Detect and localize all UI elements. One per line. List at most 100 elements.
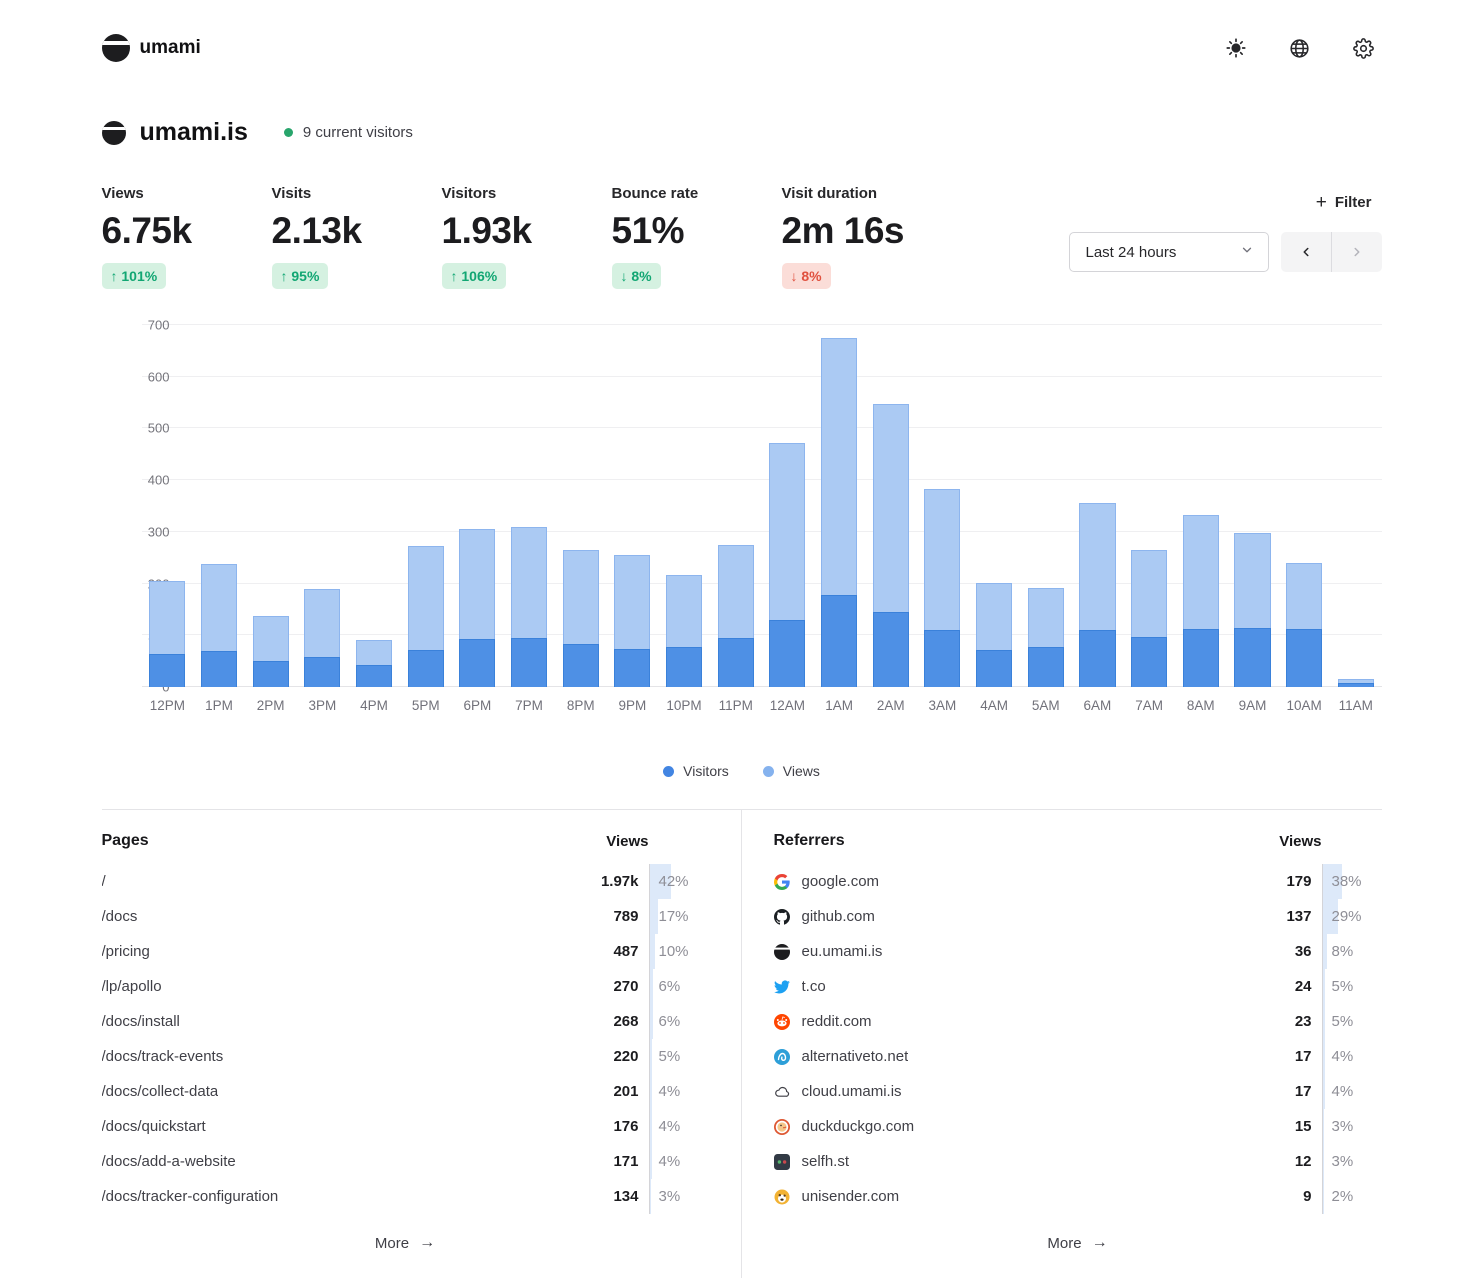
app-bar: umami: [101, 0, 1382, 66]
referrer-link[interactable]: eu.umami.is: [773, 943, 1242, 960]
gridline: [141, 686, 1382, 687]
x-axis-tick: 10AM: [1286, 698, 1322, 713]
referrer-link[interactable]: selfh.st: [773, 1153, 1242, 1170]
language-button[interactable]: [1282, 30, 1318, 66]
google-icon: [773, 873, 790, 890]
percent-fill-bar: [1322, 1074, 1325, 1109]
metric-label: Bounce rate: [611, 185, 699, 202]
next-period-button[interactable]: [1332, 232, 1382, 272]
referrer-link[interactable]: t.co: [773, 978, 1242, 995]
referrers-more-button[interactable]: More →: [774, 1234, 1382, 1252]
metrics-row: Views 6.75k ↑ 101% Visits 2.13k ↑ 95% Vi…: [101, 185, 1382, 289]
cloud-icon: [774, 1084, 790, 1100]
referrers-views-header: Views: [1279, 832, 1322, 850]
referrers-table: Referrers Views google.com 179 38% github.c…: [742, 810, 1382, 1278]
y-axis-tick: 400: [147, 472, 170, 488]
page-link[interactable]: /pricing: [102, 943, 569, 960]
referrer-link[interactable]: unisender.com: [774, 1188, 1242, 1205]
page-link[interactable]: /docs/tracker-configuration: [102, 1188, 569, 1205]
page-link[interactable]: /docs/add-a-website: [102, 1153, 569, 1170]
percent-fill-bar: [649, 1179, 652, 1214]
x-axis-tick: 11AM: [1338, 698, 1373, 713]
page-label: /lp/apollo: [101, 978, 162, 995]
page-link[interactable]: /docs/collect-data: [102, 1083, 569, 1100]
visitors-bar: [976, 649, 1013, 687]
x-axis-tick: 8PM: [566, 698, 595, 713]
sun-icon: [1225, 38, 1246, 58]
x-axis-tick: 1PM: [205, 698, 233, 713]
prev-period-button[interactable]: [1281, 232, 1331, 272]
pages-more-button[interactable]: More →: [102, 1234, 709, 1252]
referrer-link[interactable]: alternativeto.net: [773, 1048, 1242, 1065]
bar-4am[interactable]: 4AM: [968, 325, 1020, 713]
bar-12am[interactable]: 12AM: [762, 325, 814, 713]
unisender-icon: [774, 1189, 790, 1205]
page-link[interactable]: /: [102, 873, 569, 890]
legend-item-views[interactable]: Views: [762, 763, 820, 779]
visitors-bar: [1079, 629, 1116, 687]
bar-7pm[interactable]: 7PM: [503, 325, 555, 713]
bar-2am[interactable]: 2AM: [865, 325, 917, 713]
bar-1pm[interactable]: 1PM: [193, 325, 245, 713]
referrer-link[interactable]: duckduckgo.com: [773, 1118, 1242, 1135]
bar-12pm[interactable]: 12PM: [142, 325, 194, 713]
visitors-bar: [1182, 629, 1219, 687]
twitter-icon: [773, 979, 790, 995]
page-link[interactable]: /docs: [102, 908, 569, 925]
bar-7am[interactable]: 7AM: [1123, 325, 1175, 713]
referrer-link[interactable]: cloud.umami.is: [774, 1083, 1242, 1100]
metric-visits: Visits 2.13k ↑ 95%: [271, 185, 442, 289]
page-link[interactable]: /docs/quickstart: [102, 1118, 569, 1135]
bar-2pm[interactable]: 2PM: [245, 325, 297, 713]
bar-10pm[interactable]: 10PM: [658, 325, 710, 713]
bar-3pm[interactable]: 3PM: [297, 325, 349, 713]
bar-8pm[interactable]: 8PM: [555, 325, 607, 713]
bar-5pm[interactable]: 5PM: [400, 325, 452, 713]
referrer-link[interactable]: reddit.com: [773, 1013, 1242, 1030]
bar-6pm[interactable]: 6PM: [452, 325, 504, 713]
bar-3am[interactable]: 3AM: [917, 325, 969, 713]
page-row: /docs/collect-data 201 4%: [102, 1074, 709, 1109]
visitors-bar: [407, 650, 444, 687]
page-link[interactable]: /docs/install: [102, 1013, 569, 1030]
referrer-row: unisender.com 9 2%: [774, 1179, 1382, 1214]
bar-11am[interactable]: 11AM: [1330, 325, 1382, 713]
referrer-row: google.com 179 38%: [773, 864, 1382, 899]
legend-item-visitors[interactable]: Visitors: [663, 763, 729, 779]
percent-cell: 2%: [1321, 1179, 1382, 1214]
bar-10am[interactable]: 10AM: [1278, 325, 1330, 713]
bar-5am[interactable]: 5AM: [1020, 325, 1072, 713]
percent-fill-bar: [1322, 899, 1338, 934]
settings-button[interactable]: [1346, 30, 1382, 66]
current-visitors[interactable]: 9 current visitors: [302, 124, 413, 141]
bar-1am[interactable]: 1AM: [813, 325, 865, 713]
bar-6am[interactable]: 6AM: [1072, 325, 1124, 713]
percent-fill-bar: [1322, 934, 1327, 969]
page-row: /lp/apollo 270 6%: [102, 969, 709, 1004]
page-link[interactable]: /docs/track-events: [102, 1048, 569, 1065]
legend-label: Visitors: [683, 763, 729, 779]
bar-9am[interactable]: 9AM: [1227, 325, 1279, 713]
theme-toggle-button[interactable]: [1218, 30, 1254, 66]
bar-11pm[interactable]: 11PM: [710, 325, 762, 713]
bar-8am[interactable]: 8AM: [1175, 325, 1227, 713]
brand-name: umami: [139, 37, 201, 58]
umami-brand[interactable]: umami: [101, 34, 201, 62]
more-label: More: [1047, 1234, 1082, 1252]
visitors-bar: [304, 657, 341, 687]
date-range-select[interactable]: Last 24 hours: [1068, 232, 1269, 272]
plus-icon: +: [1315, 192, 1327, 213]
bar-9pm[interactable]: 9PM: [607, 325, 659, 713]
x-axis-tick: 5AM: [1031, 698, 1060, 713]
views-count: 17: [1294, 1083, 1312, 1100]
percent-fill-bar: [649, 1109, 652, 1144]
arrow-right-icon: →: [419, 1234, 436, 1251]
page-link[interactable]: /lp/apollo: [102, 978, 569, 995]
filter-button[interactable]: + Filter: [1306, 187, 1382, 218]
visitors-bar: [1131, 636, 1168, 687]
bar-4pm[interactable]: 4PM: [348, 325, 400, 713]
percent-value: 17%: [658, 908, 689, 925]
referrer-link[interactable]: google.com: [773, 873, 1242, 890]
percent-cell: 17%: [648, 899, 709, 934]
referrer-link[interactable]: github.com: [773, 908, 1242, 925]
